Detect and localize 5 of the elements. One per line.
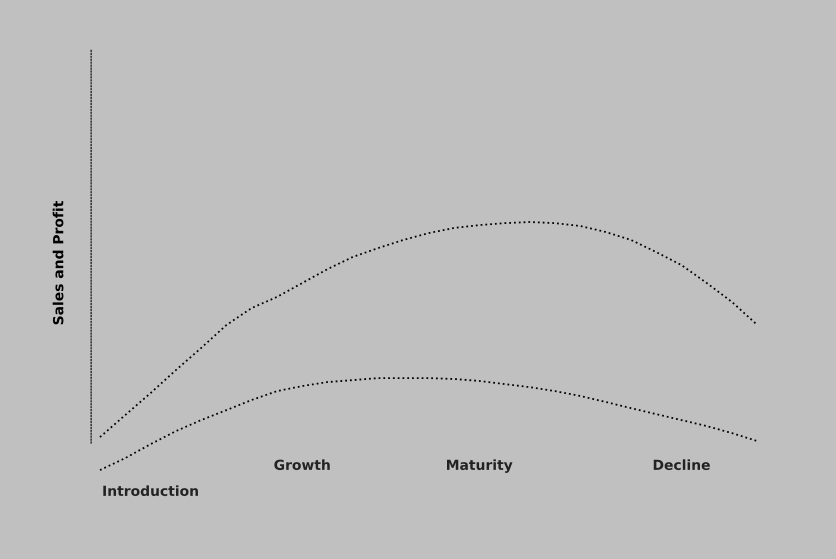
x-tick-label: Growth bbox=[274, 459, 330, 470]
x-tick-label: Introduction bbox=[103, 485, 198, 496]
x-tick-label: Decline bbox=[654, 459, 710, 470]
y-axis-title: Sales and Profit bbox=[52, 200, 64, 324]
x-tick-label: Maturity bbox=[446, 459, 512, 473]
